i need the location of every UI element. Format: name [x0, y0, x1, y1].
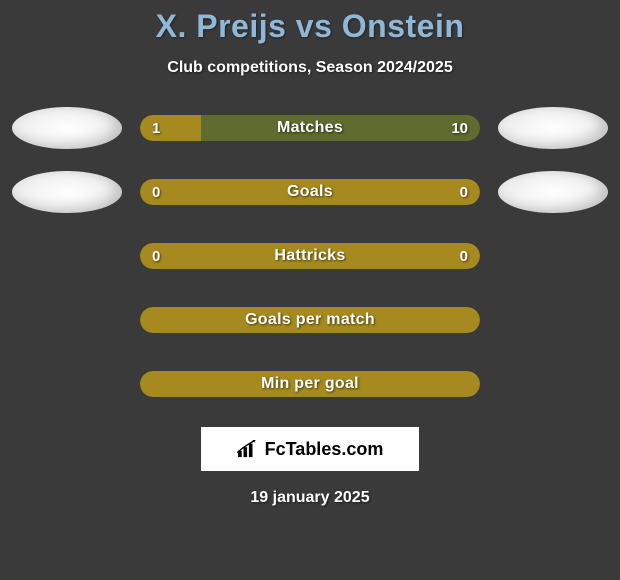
stat-label: Goals per match	[140, 307, 480, 333]
stat-row: Min per goal	[0, 363, 620, 405]
stat-label: Min per goal	[140, 371, 480, 397]
branding-text: FcTables.com	[265, 439, 384, 460]
stat-row: 00Goals	[0, 171, 620, 213]
avatar-spacer	[12, 299, 122, 341]
bar-chart-icon	[237, 440, 259, 458]
player-right-avatar	[498, 171, 608, 213]
comparison-card: X. Preijs vs Onstein Club competitions, …	[0, 0, 620, 507]
stat-label: Goals	[140, 179, 480, 205]
stat-bar: Min per goal	[140, 371, 480, 397]
stat-bar: Goals per match	[140, 307, 480, 333]
stat-bar: 110Matches	[140, 115, 480, 141]
avatar-spacer	[498, 235, 608, 277]
branding-badge: FcTables.com	[201, 427, 419, 471]
stat-row: Goals per match	[0, 299, 620, 341]
avatar-spacer	[498, 299, 608, 341]
date-text: 19 january 2025	[0, 489, 620, 507]
stat-bar: 00Goals	[140, 179, 480, 205]
player-right-avatar	[498, 107, 608, 149]
stat-label: Hattricks	[140, 243, 480, 269]
player-left-avatar	[12, 171, 122, 213]
stat-row: 00Hattricks	[0, 235, 620, 277]
stat-bar: 00Hattricks	[140, 243, 480, 269]
stat-label: Matches	[140, 115, 480, 141]
stat-row: 110Matches	[0, 107, 620, 149]
avatar-spacer	[12, 235, 122, 277]
page-title: X. Preijs vs Onstein	[0, 8, 620, 45]
subtitle: Club competitions, Season 2024/2025	[0, 59, 620, 77]
avatar-spacer	[12, 363, 122, 405]
player-left-avatar	[12, 107, 122, 149]
stats-region: 110Matches 00Goals 00Hattricks Goals per ma…	[0, 107, 620, 405]
avatar-spacer	[498, 363, 608, 405]
